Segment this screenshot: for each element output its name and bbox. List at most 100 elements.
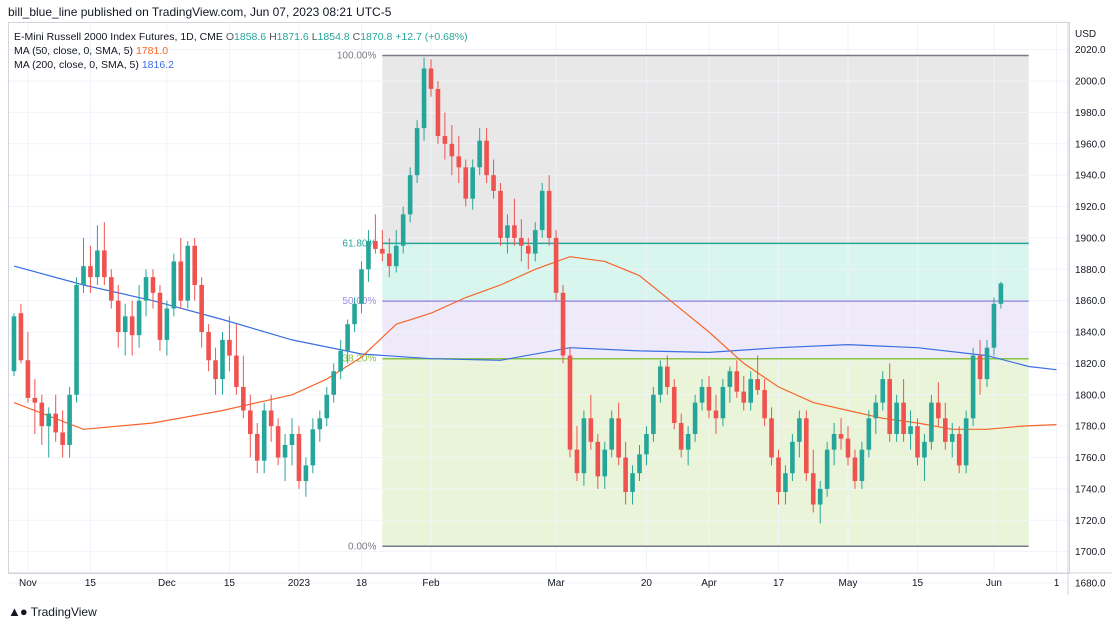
candle-body xyxy=(449,143,455,157)
candle-body xyxy=(810,473,816,505)
candle-body xyxy=(129,316,135,336)
candle-body xyxy=(797,418,802,442)
candle xyxy=(11,313,17,376)
candle xyxy=(776,449,781,505)
open-label: O xyxy=(225,31,235,43)
x-tick-label: 20 xyxy=(641,578,653,589)
candle xyxy=(18,303,24,364)
candle xyxy=(456,135,462,184)
candle-body xyxy=(122,316,128,333)
candle xyxy=(331,363,336,403)
candle xyxy=(129,300,135,356)
fib-label: 38.20% xyxy=(342,354,376,365)
candle xyxy=(616,402,621,466)
candle xyxy=(755,355,760,395)
candle xyxy=(484,128,489,184)
candle xyxy=(359,261,364,314)
fib-label: 0.00% xyxy=(348,541,376,552)
candle xyxy=(727,366,733,403)
candle xyxy=(366,230,371,282)
fib-label: 61.80% xyxy=(342,238,376,249)
candle-body xyxy=(908,426,913,434)
candle-body xyxy=(317,418,323,430)
candle-body xyxy=(804,418,809,474)
candle xyxy=(637,444,642,482)
candle xyxy=(678,413,684,458)
candle xyxy=(783,465,788,505)
candle xyxy=(449,124,455,176)
candle xyxy=(185,241,191,309)
candle xyxy=(199,277,204,348)
candle-body xyxy=(477,140,482,168)
candle xyxy=(685,426,691,466)
candle xyxy=(970,347,976,427)
candle xyxy=(206,324,211,372)
y-tick-label: 1920.0 xyxy=(1075,202,1106,213)
candle xyxy=(345,319,350,364)
ma200-row[interactable]: MA (200, close, 0, SMA, 5) 1816.2 xyxy=(14,58,468,72)
candle xyxy=(817,481,823,524)
y-tick-label: 1880.0 xyxy=(1075,265,1106,276)
candle xyxy=(866,410,872,458)
ma200-line xyxy=(13,265,1057,371)
change-value: +12.7 (+0.68%) xyxy=(395,31,468,43)
candle xyxy=(699,379,705,411)
candle-body xyxy=(845,438,851,458)
candle xyxy=(546,175,552,246)
candle-body xyxy=(220,339,225,380)
candle xyxy=(39,394,45,445)
candle-body xyxy=(873,402,879,419)
candle xyxy=(838,418,844,450)
candle xyxy=(463,159,469,207)
candle-body xyxy=(470,167,475,199)
candle xyxy=(949,423,955,458)
candle xyxy=(630,465,635,505)
x-tick-label: Nov xyxy=(19,578,37,589)
candle-body xyxy=(866,418,872,450)
candle xyxy=(310,418,316,474)
candle xyxy=(32,379,38,434)
candle xyxy=(706,375,712,419)
candle-body xyxy=(949,433,955,442)
candle xyxy=(178,237,184,309)
candle xyxy=(977,339,983,395)
candle xyxy=(241,355,246,419)
candle-body xyxy=(380,248,385,254)
candle-body xyxy=(741,391,747,403)
footer-brand[interactable]: TradingView xyxy=(30,604,97,619)
candle xyxy=(553,230,559,301)
candle xyxy=(769,407,774,466)
candle-body xyxy=(887,379,892,434)
candle-body xyxy=(720,386,726,419)
candle xyxy=(991,297,997,356)
candle-body xyxy=(241,386,246,411)
candle xyxy=(998,281,1004,309)
candle-body xyxy=(859,449,865,482)
candle-body xyxy=(67,394,72,445)
candle-body xyxy=(157,292,163,340)
candle-body xyxy=(164,308,170,340)
ma50-row[interactable]: MA (50, close, 0, SMA, 5) 1781.0 xyxy=(14,44,468,58)
candle xyxy=(734,360,740,398)
candle-body xyxy=(762,390,767,419)
candle xyxy=(491,159,496,199)
candle-body xyxy=(498,190,503,238)
candle-body xyxy=(150,277,156,293)
candle-body xyxy=(505,225,510,238)
candle xyxy=(296,426,302,489)
candle xyxy=(393,230,399,273)
candle-body xyxy=(248,410,253,434)
candle xyxy=(644,426,649,466)
candle-body xyxy=(254,433,260,461)
x-tick-label: 15 xyxy=(224,578,236,589)
candle xyxy=(532,222,538,262)
candles xyxy=(11,57,1004,524)
candle xyxy=(261,402,267,474)
candle xyxy=(150,269,156,309)
candle-body xyxy=(296,433,302,482)
low-value: 1854.8 xyxy=(317,31,350,43)
y-tick-label: 1680.0 xyxy=(1075,579,1106,590)
candle-body xyxy=(136,300,142,336)
candle-body xyxy=(25,360,31,398)
